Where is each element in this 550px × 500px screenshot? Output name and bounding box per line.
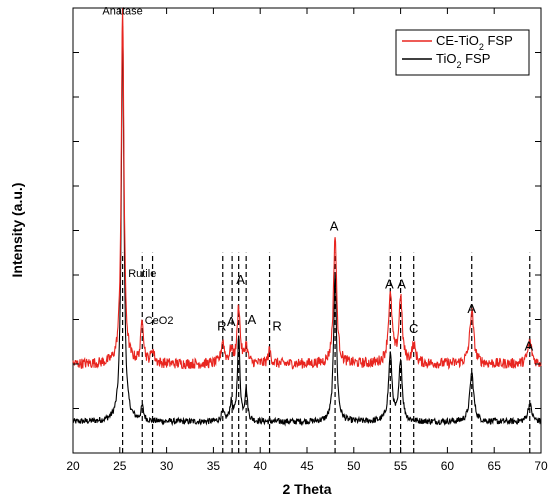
series-layer — [72, 7, 542, 427]
x-axis-title: 2 Theta — [282, 481, 331, 497]
annotation-0: Anatase — [102, 6, 142, 18]
legend-label-1: TiO2 FSP — [436, 51, 490, 70]
annotation-8: A — [330, 219, 339, 234]
series-line-1 — [72, 25, 542, 427]
y-axis-ticks — [73, 7, 541, 454]
x-axis-ticks: 20 25 30 35 40 45 50 55 60 65 70 — [66, 8, 548, 473]
x-tick-label-70: 70 — [534, 459, 548, 473]
annotation-10: A — [397, 276, 406, 291]
annotation-11: C — [409, 321, 418, 336]
annotation-13: A — [524, 339, 533, 354]
annotation-1: Rutile — [128, 268, 156, 280]
annotation-3: R — [217, 319, 226, 334]
x-tick-label-40: 40 — [254, 459, 268, 473]
x-tick-label-60: 60 — [441, 459, 455, 473]
legend-box — [395, 29, 530, 76]
x-tick-label-65: 65 — [488, 459, 502, 473]
annotation-7: R — [272, 319, 281, 334]
annotation-12: A — [467, 301, 476, 316]
x-tick-label-35: 35 — [207, 459, 221, 473]
annotation-6: A — [247, 312, 256, 327]
legend-label-0: CE-TiO2 FSP — [436, 33, 513, 52]
annotation-4: A — [227, 314, 236, 329]
annotation-2: CeO2 — [145, 315, 174, 327]
x-tick-label-30: 30 — [160, 459, 174, 473]
reference-lines — [122, 252, 531, 453]
x-tick-label-50: 50 — [347, 459, 361, 473]
x-tick-label-20: 20 — [66, 459, 80, 473]
x-tick-label-25: 25 — [113, 459, 127, 473]
x-tick-label-55: 55 — [394, 459, 408, 473]
annotation-9: A — [385, 276, 394, 291]
y-axis-title: Intensity (a.u.) — [9, 183, 25, 278]
annotation-5: A — [236, 272, 245, 287]
x-tick-label-45: 45 — [300, 459, 314, 473]
series-line-0 — [72, 7, 542, 371]
